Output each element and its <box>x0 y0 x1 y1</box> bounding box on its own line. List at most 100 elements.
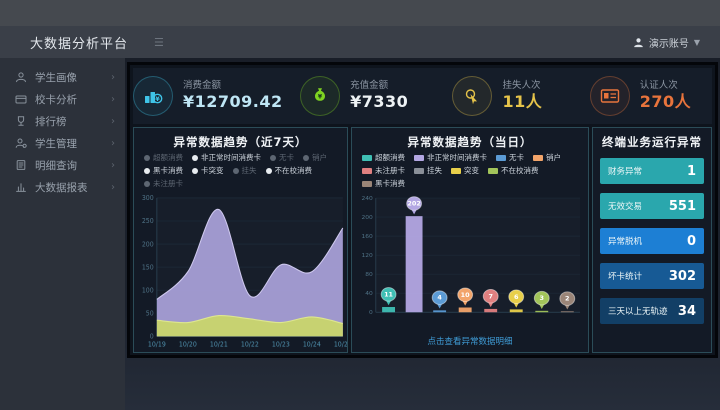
legend-item[interactable]: 销户 <box>303 152 327 163</box>
legend-label: 未注册卡 <box>153 179 183 188</box>
recharge-icon: ¥ <box>315 88 326 101</box>
legend-label: 突变 <box>464 166 479 175</box>
consume-icon: ¥ <box>133 76 173 116</box>
bar-突变[interactable] <box>509 309 523 313</box>
legend-item[interactable]: 不在校消费 <box>265 165 312 176</box>
stat-row-2[interactable]: 无效交易 551 <box>600 193 704 219</box>
stat-value: 0 <box>686 233 696 249</box>
kpi-card-2: ¥ 充值金额 ¥7330 <box>283 76 426 116</box>
legend-item[interactable]: 非正常时间消费卡 <box>414 152 487 163</box>
detail-link[interactable]: 点击查看异常数据明细 <box>427 337 513 347</box>
legend-label: 挂失 <box>241 166 257 175</box>
chevron-right-icon: › <box>111 137 115 149</box>
legend-swatch-icon <box>362 154 372 161</box>
legend-item[interactable]: 无卡 <box>270 152 294 163</box>
kpi-value: 270人 <box>639 91 692 111</box>
kpi-value: ¥7330 <box>350 91 409 111</box>
bar-超额消费[interactable] <box>382 307 396 313</box>
kpi-label: 挂失人次 <box>502 80 541 92</box>
legend-dot-icon <box>144 154 150 161</box>
area-chart: 0 50 100 150 200 250 300 10/19 10/20 10/21 10/22 10… <box>142 194 347 349</box>
legend-item[interactable]: 超额消费 <box>144 152 183 163</box>
bar-未注册卡[interactable] <box>484 308 498 313</box>
svg-text:10/25: 10/25 <box>334 340 347 348</box>
sidebar-item-2[interactable]: 校卡分析 › <box>0 88 125 110</box>
legend-dot-icon <box>303 154 309 161</box>
stat-row-4[interactable]: 坏卡统计 302 <box>600 263 704 289</box>
bar-无卡[interactable] <box>433 310 447 313</box>
sidebar-item-3[interactable]: 排行榜 › <box>0 110 125 132</box>
sidebar-item-5[interactable]: 明细查询 › <box>0 154 125 176</box>
legend-label: 黑卡消费 <box>153 166 183 175</box>
legend-swatch-icon <box>414 167 424 174</box>
sidebar-item-1[interactable]: 学生画像 › <box>0 66 125 88</box>
bar-非正常时间消费卡[interactable] <box>405 216 423 313</box>
legend-swatch-icon <box>414 154 424 161</box>
balloon-marker: 202 <box>406 196 423 215</box>
legend-item[interactable]: 挂失 <box>414 165 442 176</box>
balloon-marker: 11 <box>380 287 397 306</box>
svg-text:200: 200 <box>361 215 373 221</box>
legend-item[interactable]: 黑卡消费 <box>362 178 405 189</box>
svg-text:40: 40 <box>365 291 373 297</box>
stats-list: 财务异常 1 无效交易 551 异常脱机 0 坏卡统计 302 三天以上无轨迹 34 <box>593 150 711 324</box>
stat-label: 三天以上无轨迹 <box>608 307 668 317</box>
panel-title-trend-7days: 异常数据趋势（近7天） <box>173 135 308 149</box>
legend-item[interactable]: 突变 <box>451 165 479 176</box>
chevron-right-icon: › <box>111 181 115 193</box>
sidebar-item-label: 大数据报表 <box>35 181 88 194</box>
stat-row-5[interactable]: 三天以上无轨迹 34 <box>600 298 704 324</box>
stat-row-1[interactable]: 财务异常 1 <box>600 158 704 184</box>
loss-report-icon <box>452 76 493 116</box>
bar-销户[interactable] <box>458 307 472 313</box>
panel-title-terminal-status: 终端业务运行异常 <box>602 135 702 149</box>
svg-text:3: 3 <box>540 295 544 302</box>
svg-text:300: 300 <box>142 194 154 202</box>
user-name: 演示账号 <box>648 38 689 50</box>
kpi-label: 充值金额 <box>350 80 389 92</box>
svg-text:10: 10 <box>461 292 470 299</box>
legend-label: 卡突变 <box>201 166 224 175</box>
legend-item[interactable]: 卡突变 <box>192 165 224 176</box>
legend-dot-icon <box>232 167 239 174</box>
legend-dot-icon <box>192 167 198 174</box>
balloon-marker: 10 <box>457 287 474 306</box>
user-icon <box>634 37 643 47</box>
area-chart-legend: 超额消费 非正常时间消费卡 无卡 销户黑卡消费 卡突变 挂失 不在校消费未注册卡 <box>134 150 347 189</box>
legend-label: 不在校消费 <box>501 166 539 175</box>
legend-item[interactable]: 超额消费 <box>362 152 405 163</box>
charts-row: 异常数据趋势（近7天） 超额消费 非正常时间消费卡 无卡 销户 黑卡消费 卡突变 挂失 不在校… <box>133 127 712 353</box>
chevron-right-icon: › <box>111 115 115 127</box>
app-header: 大数据分析平台 ☰ 演示账号 ▼ <box>0 26 720 58</box>
kpi-label: 消费金额 <box>183 80 222 92</box>
legend-swatch-icon <box>533 154 543 161</box>
bar-黑卡消费[interactable] <box>560 311 574 313</box>
legend-label: 销户 <box>546 153 561 162</box>
svg-text:6: 6 <box>514 294 518 301</box>
sidebar-item-4[interactable]: 学生管理 › <box>0 132 125 154</box>
bar-chart: 0 40 80 120 160 200 240 11 202 4 10 7 6 3 2 <box>361 196 581 316</box>
stat-label: 无效交易 <box>608 202 643 212</box>
sidebar-item-label: 学生画像 <box>35 71 77 84</box>
svg-text:7: 7 <box>488 294 492 301</box>
menu-collapse-icon[interactable]: ☰ <box>154 35 164 49</box>
user-menu[interactable]: 演示账号 ▼ <box>633 35 700 50</box>
legend-item[interactable]: 挂失 <box>232 165 257 176</box>
legend-swatch-icon <box>496 154 506 161</box>
legend-item[interactable]: 黑卡消费 <box>144 165 183 176</box>
legend-item[interactable]: 未注册卡 <box>144 178 183 189</box>
legend-dot-icon <box>144 180 150 187</box>
svg-text:10/19: 10/19 <box>148 340 166 348</box>
legend-item[interactable]: 非正常时间消费卡 <box>192 152 261 163</box>
legend-item[interactable]: 不在校消费 <box>488 165 539 176</box>
legend-label: 未注册卡 <box>375 166 405 175</box>
stat-value: 1 <box>686 163 696 179</box>
legend-item[interactable]: 无卡 <box>496 152 524 163</box>
legend-item[interactable]: 销户 <box>533 152 561 163</box>
stat-row-3[interactable]: 异常脱机 0 <box>600 228 704 254</box>
legend-item[interactable]: 未注册卡 <box>362 165 405 176</box>
bar-不在校消费[interactable] <box>535 310 549 313</box>
sidebar-item-6[interactable]: 大数据报表 › <box>0 176 125 198</box>
legend-swatch-icon <box>362 180 372 187</box>
